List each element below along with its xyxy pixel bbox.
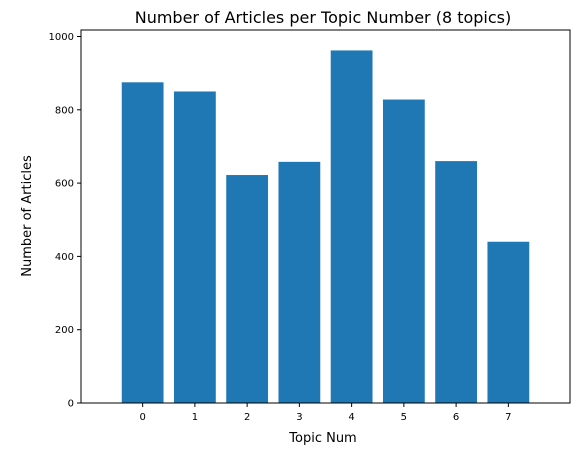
x-tick-label: 3: [296, 412, 302, 423]
x-axis-label: Topic Num: [288, 431, 356, 446]
x-tick-label: 6: [453, 412, 459, 423]
bar-topic-5: [382, 99, 425, 403]
bar-topic-3: [278, 161, 321, 403]
x-tick-label: 4: [348, 412, 354, 423]
y-axis-ticks: 0 200 400 600 800 1000: [49, 32, 81, 410]
plot-frame: [80, 29, 571, 404]
y-axis-label: Number of Articles: [20, 155, 35, 277]
x-axis-ticks: 0 1 2 3 4 5 6 7: [139, 403, 512, 423]
bar-topic-1: [173, 91, 216, 403]
y-tick-label: 400: [55, 252, 74, 263]
x-tick-label: 1: [192, 412, 198, 423]
bar-topic-6: [435, 161, 477, 403]
x-tick-label: 0: [139, 412, 145, 423]
bar-topic-0: [121, 82, 164, 403]
bar-topic-2: [226, 175, 269, 403]
y-tick-label: 200: [55, 325, 74, 336]
y-tick-label: 1000: [49, 32, 74, 43]
x-tick-label: 2: [244, 412, 250, 423]
y-tick-label: 0: [68, 399, 74, 410]
bar-topic-7: [487, 241, 530, 403]
x-tick-label: 5: [401, 412, 407, 423]
bars-layer: [121, 50, 530, 404]
x-tick-label: 7: [505, 412, 511, 423]
bar-topic-4: [330, 50, 373, 404]
chart-title: Number of Articles per Topic Number (8 t…: [135, 8, 512, 27]
y-tick-label: 800: [55, 105, 74, 116]
y-tick-label: 600: [55, 179, 74, 190]
